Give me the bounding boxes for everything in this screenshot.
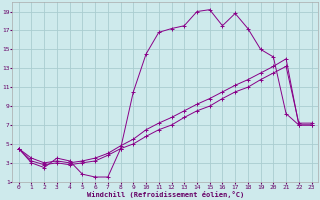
X-axis label: Windchill (Refroidissement éolien,°C): Windchill (Refroidissement éolien,°C) [86,191,244,198]
